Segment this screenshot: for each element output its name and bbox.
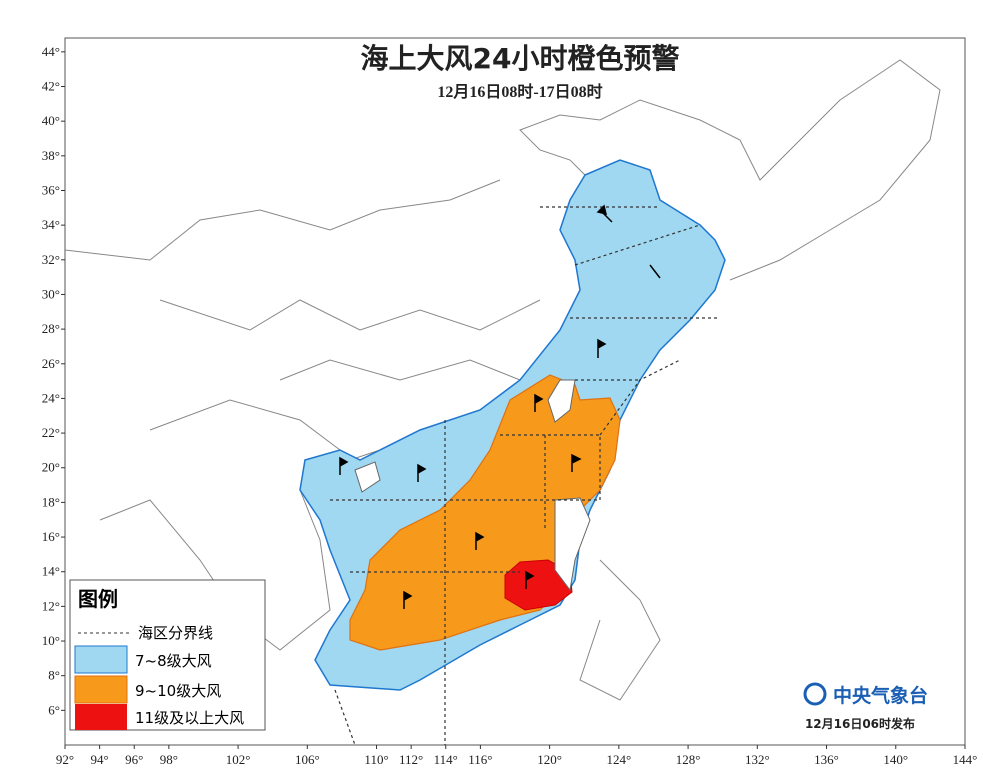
lon-tick-label: 96° bbox=[125, 752, 143, 767]
lat-tick-label: 26° bbox=[42, 356, 60, 371]
legend-swatch bbox=[74, 675, 128, 704]
issued-time: 12月16日06时发布 bbox=[805, 716, 915, 731]
lon-tick-label: 94° bbox=[91, 752, 109, 767]
lat-tick-label: 30° bbox=[42, 286, 60, 301]
lat-tick-label: 32° bbox=[42, 252, 60, 267]
logo bbox=[803, 682, 827, 706]
lon-tick-label: 124° bbox=[606, 752, 631, 767]
gale-11-area bbox=[504, 559, 573, 611]
lon-tick-label: 112° bbox=[399, 752, 423, 767]
lon-tick-label: 116° bbox=[468, 752, 492, 767]
legend-item: 7~8级大风 bbox=[135, 652, 212, 670]
legend-title: 图例 bbox=[78, 587, 118, 611]
lon-tick-label: 110° bbox=[364, 752, 388, 767]
legend-item: 海区分界线 bbox=[138, 624, 213, 642]
lat-tick-label: 42° bbox=[42, 79, 60, 94]
lon-tick-label: 140° bbox=[883, 752, 908, 767]
lon-tick-label: 92° bbox=[56, 752, 74, 767]
lat-tick-label: 40° bbox=[42, 113, 60, 128]
legend-item: 9~10级大风 bbox=[135, 682, 221, 700]
lat-tick-label: 44° bbox=[42, 44, 60, 59]
lat-tick-label: 6° bbox=[48, 702, 60, 717]
lat-tick-label: 18° bbox=[42, 494, 60, 509]
lon-tick-label: 132° bbox=[745, 752, 770, 767]
lon-tick-label: 144° bbox=[953, 752, 978, 767]
lon-tick-label: 98° bbox=[160, 752, 178, 767]
legend-item: 11级及以上大风 bbox=[135, 709, 244, 727]
lat-tick-label: 8° bbox=[48, 668, 60, 683]
lon-tick-label: 120° bbox=[537, 752, 562, 767]
org-name: 中央气象台 bbox=[833, 684, 928, 707]
lat-tick-label: 38° bbox=[42, 148, 60, 163]
lat-tick-label: 20° bbox=[42, 460, 60, 475]
lat-tick-label: 10° bbox=[42, 633, 60, 648]
lat-tick-label: 14° bbox=[42, 564, 60, 579]
lat-tick-label: 34° bbox=[42, 217, 60, 232]
lat-tick-label: 28° bbox=[42, 321, 60, 336]
sea-division-lines bbox=[330, 206, 718, 746]
lat-tick-label: 36° bbox=[42, 182, 60, 197]
legend-swatch bbox=[75, 704, 127, 730]
wind-barbs bbox=[339, 204, 661, 609]
islands bbox=[354, 379, 591, 592]
legend: 图例 海区分界线 7~8级大风 9~10级大风 11级及以上大风 bbox=[69, 579, 266, 731]
ticks: 44° 42° 40° 38° 36° 34° 32° 30° 28° 26° 24° 22° 20° 1… bbox=[42, 44, 978, 767]
title: 海上大风24小时橙色预警 bbox=[361, 42, 680, 75]
subtitle: 12月16日08时-17日08时 bbox=[437, 83, 602, 101]
lon-tick-label: 136° bbox=[814, 752, 839, 767]
lon-tick-label: 114° bbox=[434, 752, 458, 767]
lon-tick-label: 106° bbox=[295, 752, 320, 767]
lat-tick-label: 24° bbox=[42, 390, 60, 405]
lat-tick-label: 16° bbox=[42, 529, 60, 544]
lat-tick-label: 22° bbox=[42, 425, 60, 440]
lon-tick-label: 128° bbox=[676, 752, 701, 767]
lon-tick-label: 102° bbox=[226, 752, 251, 767]
legend-swatch bbox=[74, 645, 128, 674]
lat-tick-label: 12° bbox=[42, 598, 60, 613]
